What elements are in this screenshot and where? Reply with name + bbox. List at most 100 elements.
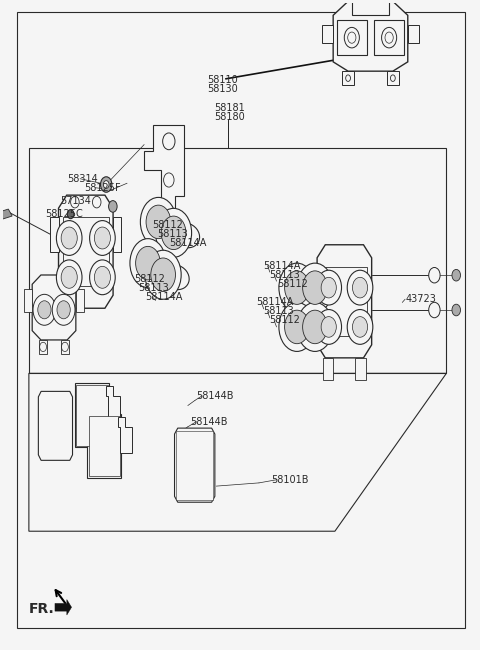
Polygon shape xyxy=(76,289,84,312)
Polygon shape xyxy=(408,25,419,44)
Text: 58130: 58130 xyxy=(207,84,238,94)
Polygon shape xyxy=(24,289,32,312)
Text: 58110: 58110 xyxy=(207,75,238,85)
Polygon shape xyxy=(63,217,109,287)
Circle shape xyxy=(161,216,186,250)
Polygon shape xyxy=(55,599,72,615)
Polygon shape xyxy=(323,358,334,380)
Polygon shape xyxy=(146,212,178,254)
Text: 58181: 58181 xyxy=(214,103,245,114)
Text: 58314: 58314 xyxy=(67,174,97,184)
Polygon shape xyxy=(89,416,120,476)
Circle shape xyxy=(429,268,440,283)
Text: 58125C: 58125C xyxy=(46,209,83,218)
Circle shape xyxy=(61,227,77,249)
Polygon shape xyxy=(317,245,372,358)
Text: 58112: 58112 xyxy=(135,274,166,283)
Circle shape xyxy=(347,309,373,344)
Text: 58114A: 58114A xyxy=(169,238,206,248)
Text: 58112: 58112 xyxy=(269,315,300,326)
Polygon shape xyxy=(106,386,120,422)
Text: 58113: 58113 xyxy=(138,283,169,292)
Polygon shape xyxy=(175,428,215,502)
Polygon shape xyxy=(118,417,132,452)
Circle shape xyxy=(56,220,82,255)
Circle shape xyxy=(347,270,373,305)
Text: FR.: FR. xyxy=(29,601,55,616)
Polygon shape xyxy=(60,340,69,354)
Circle shape xyxy=(140,198,177,246)
Text: 58113: 58113 xyxy=(269,270,300,280)
Circle shape xyxy=(316,309,342,344)
Circle shape xyxy=(151,258,176,291)
Circle shape xyxy=(352,317,368,337)
Circle shape xyxy=(56,260,82,294)
Circle shape xyxy=(297,302,333,352)
Polygon shape xyxy=(113,217,121,252)
Ellipse shape xyxy=(173,223,200,248)
Polygon shape xyxy=(87,414,121,478)
Polygon shape xyxy=(355,358,366,380)
Ellipse shape xyxy=(296,278,323,302)
Polygon shape xyxy=(50,217,59,252)
Text: 58114A: 58114A xyxy=(257,298,294,307)
Circle shape xyxy=(452,304,460,316)
Text: 58144B: 58144B xyxy=(190,417,228,426)
Text: 58113: 58113 xyxy=(263,306,294,317)
Circle shape xyxy=(321,278,336,298)
Polygon shape xyxy=(342,71,354,85)
Polygon shape xyxy=(32,275,76,340)
Circle shape xyxy=(33,294,56,325)
Circle shape xyxy=(130,239,166,287)
Circle shape xyxy=(145,250,181,299)
Polygon shape xyxy=(39,340,48,354)
Ellipse shape xyxy=(314,317,341,342)
Polygon shape xyxy=(374,20,404,55)
Circle shape xyxy=(38,301,51,318)
Circle shape xyxy=(136,246,160,280)
Ellipse shape xyxy=(162,265,189,290)
Polygon shape xyxy=(76,385,108,445)
Circle shape xyxy=(302,271,327,304)
Circle shape xyxy=(100,177,112,192)
Polygon shape xyxy=(322,25,333,44)
Circle shape xyxy=(285,310,309,344)
Circle shape xyxy=(57,301,70,318)
Ellipse shape xyxy=(314,278,341,302)
Polygon shape xyxy=(333,1,408,71)
Polygon shape xyxy=(0,209,12,220)
Text: 58125F: 58125F xyxy=(84,183,121,193)
Text: 58114A: 58114A xyxy=(145,292,182,302)
Ellipse shape xyxy=(157,212,184,237)
Text: 58101B: 58101B xyxy=(271,474,308,485)
Circle shape xyxy=(279,263,315,312)
Ellipse shape xyxy=(296,317,323,342)
Polygon shape xyxy=(59,195,113,308)
Polygon shape xyxy=(352,0,389,16)
Circle shape xyxy=(95,227,110,249)
Polygon shape xyxy=(337,20,367,55)
Text: 57134: 57134 xyxy=(60,196,92,206)
Polygon shape xyxy=(75,383,109,447)
Polygon shape xyxy=(144,125,184,212)
Circle shape xyxy=(108,201,117,212)
Circle shape xyxy=(52,294,75,325)
Circle shape xyxy=(297,263,333,312)
Circle shape xyxy=(285,271,309,304)
Polygon shape xyxy=(387,71,399,85)
Circle shape xyxy=(279,302,315,352)
Bar xyxy=(29,148,446,373)
Circle shape xyxy=(90,260,115,294)
Circle shape xyxy=(61,266,77,288)
Text: 58114A: 58114A xyxy=(263,261,300,270)
Text: 58113: 58113 xyxy=(157,229,188,239)
Circle shape xyxy=(302,310,327,344)
Circle shape xyxy=(95,266,110,288)
Circle shape xyxy=(146,205,171,239)
Text: 58112: 58112 xyxy=(152,220,183,230)
Circle shape xyxy=(156,209,192,257)
Circle shape xyxy=(352,278,368,298)
Circle shape xyxy=(316,270,342,305)
Polygon shape xyxy=(177,431,213,500)
Circle shape xyxy=(321,317,336,337)
